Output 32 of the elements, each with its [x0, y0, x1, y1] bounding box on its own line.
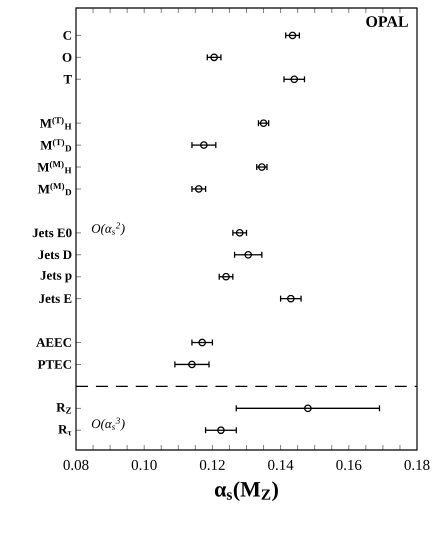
x-tick-label: 0.12 — [200, 460, 225, 470]
x-tick-label: 0.10 — [132, 460, 157, 470]
y-tick-label: Jets E0 — [32, 228, 72, 238]
point — [210, 54, 218, 62]
x-tick-label: 0.16 — [336, 460, 362, 470]
y-tick-label: C — [63, 31, 72, 40]
annotation: OPAL — [366, 16, 408, 27]
y-tick-label: R$_{τ}$ — [58, 425, 72, 436]
y-tick-label: Jets p — [40, 271, 72, 282]
y-tick-label: T — [64, 75, 72, 84]
y-tick-label: M$^{(T)}$H — [40, 116, 72, 130]
y-tick-label: M$^{(T)}$D — [40, 138, 72, 152]
annotation: O(α$_{s}$$^{3}$) — [92, 418, 125, 431]
x-axis-title: α$_{s}$(M$_{Z}$) — [214, 481, 278, 502]
point — [222, 272, 230, 281]
annotation: O(α$_{s}$$^{2}$) — [92, 222, 125, 236]
y-tick-label: Jets E — [39, 294, 72, 303]
x-tick-label: 0.08 — [63, 460, 89, 470]
y-tick-label: M$^{(M)}$D — [38, 182, 72, 196]
y-tick-label: M$^{(M)}$H — [37, 160, 72, 174]
y-tick-label: AEEC — [36, 338, 72, 347]
point — [258, 163, 266, 171]
y-tick-label: O — [62, 53, 72, 62]
point — [260, 119, 268, 127]
x-tick-label: 0.14 — [268, 460, 294, 470]
x-tick-label: 0.18 — [404, 460, 430, 470]
y-tick-label: Jets D — [38, 250, 72, 260]
y-tick-label: PTEC — [38, 360, 72, 369]
point — [236, 229, 244, 237]
point — [194, 185, 203, 193]
point — [288, 32, 296, 40]
y-tick-label: R$_{Z}$ — [56, 403, 72, 414]
